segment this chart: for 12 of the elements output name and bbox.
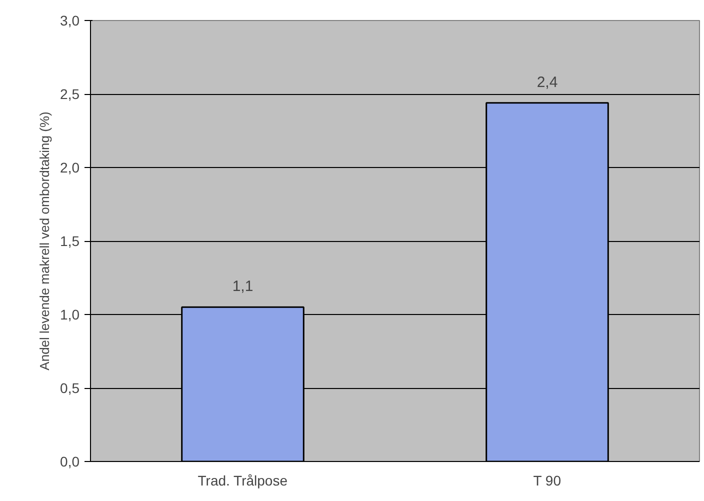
- y-tick-label: 1,5: [60, 233, 80, 249]
- y-tick-label: 3,0: [60, 12, 80, 28]
- y-tick-label: 0,5: [60, 380, 80, 396]
- y-tick-label: 2,5: [60, 86, 80, 102]
- y-tick-label: 0,0: [60, 454, 80, 470]
- y-tick-label: 1,0: [60, 306, 80, 322]
- data-label: 2,4: [536, 74, 558, 91]
- y-tick-label: 2,0: [60, 160, 80, 176]
- data-label: 1,1: [232, 278, 254, 296]
- x-tick-label: T 90: [533, 472, 562, 488]
- x-tick-label: Trad. Trålpose: [198, 472, 288, 488]
- y-axis-title: Andel levende makrell ved ombordtaking (%): [37, 112, 52, 370]
